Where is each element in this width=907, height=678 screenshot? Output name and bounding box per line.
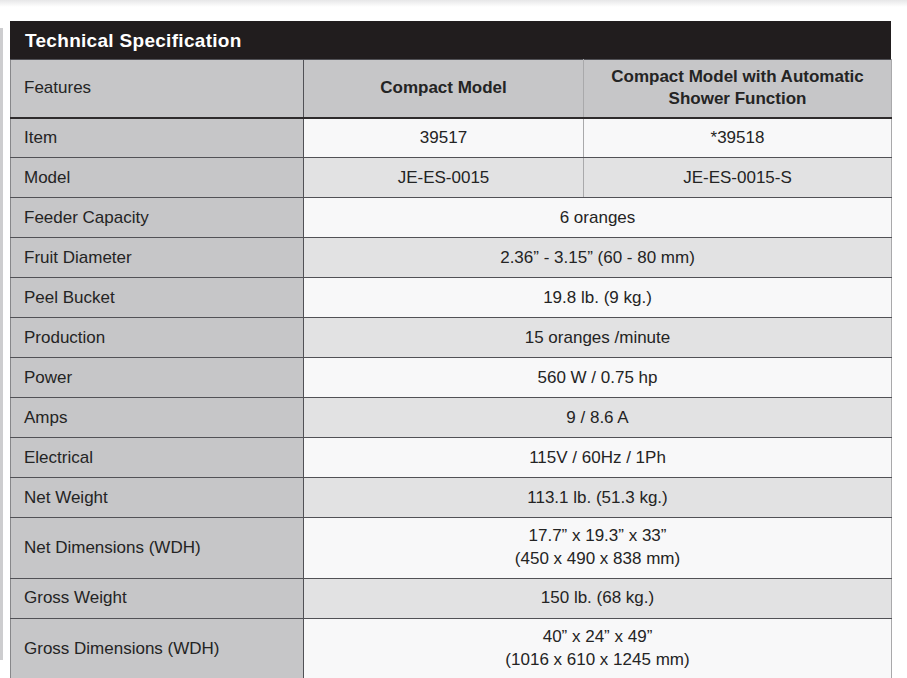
table-row-amps: Amps 9 / 8.6 A bbox=[11, 398, 892, 438]
row-label: Electrical bbox=[11, 438, 304, 478]
table-row-model: Model JE-ES-0015 JE-ES-0015-S bbox=[11, 158, 892, 198]
row-value-line1: 17.7” x 19.3” x 33” bbox=[312, 525, 883, 548]
row-value: 560 W / 0.75 hp bbox=[304, 358, 892, 398]
row-value-line2: (450 x 490 x 838 mm) bbox=[312, 548, 883, 571]
row-value: 15 oranges /minute bbox=[304, 318, 892, 358]
row-value: 150 lb. (68 kg.) bbox=[304, 578, 892, 618]
row-value-compact: 39517 bbox=[304, 118, 584, 158]
features-column-header: Features bbox=[11, 60, 304, 118]
row-label: Gross Weight bbox=[11, 578, 304, 618]
row-value: 19.8 lb. (9 kg.) bbox=[304, 278, 892, 318]
row-label: Amps bbox=[11, 398, 304, 438]
row-value: 6 oranges bbox=[304, 198, 892, 238]
table-row-net-weight: Net Weight 113.1 lb. (51.3 kg.) bbox=[11, 478, 892, 518]
table-row-net-dimensions: Net Dimensions (WDH) 17.7” x 19.3” x 33”… bbox=[11, 518, 892, 579]
compact-model-column-header: Compact Model bbox=[304, 60, 584, 118]
table-row-power: Power 560 W / 0.75 hp bbox=[11, 358, 892, 398]
table-row-gross-dimensions: Gross Dimensions (WDH) 40” x 24” x 49” (… bbox=[11, 618, 892, 678]
row-value: 17.7” x 19.3” x 33” (450 x 490 x 838 mm) bbox=[304, 518, 892, 579]
row-label: Power bbox=[11, 358, 304, 398]
compact-model-shower-column-header: Compact Model with Automatic Shower Func… bbox=[584, 60, 892, 118]
row-label: Net Dimensions (WDH) bbox=[11, 518, 304, 579]
row-value: 115V / 60Hz / 1Ph bbox=[304, 438, 892, 478]
row-label: Peel Bucket bbox=[11, 278, 304, 318]
row-label: Gross Dimensions (WDH) bbox=[11, 618, 304, 678]
table-row-fruit-diameter: Fruit Diameter 2.36” - 3.15” (60 - 80 mm… bbox=[11, 238, 892, 278]
row-value: 9 / 8.6 A bbox=[304, 398, 892, 438]
row-value-line2: (1016 x 610 x 1245 mm) bbox=[312, 649, 883, 672]
spec-table: Features Compact Model Compact Model wit… bbox=[10, 59, 892, 678]
page-top-edge bbox=[0, 0, 907, 7]
spec-sheet: Technical Specification Features Compact… bbox=[10, 21, 891, 678]
table-row-electrical: Electrical 115V / 60Hz / 1Ph bbox=[11, 438, 892, 478]
row-value-shower: JE-ES-0015-S bbox=[584, 158, 892, 198]
row-label: Production bbox=[11, 318, 304, 358]
row-label: Model bbox=[11, 158, 304, 198]
row-value-compact: JE-ES-0015 bbox=[304, 158, 584, 198]
row-value: 2.36” - 3.15” (60 - 80 mm) bbox=[304, 238, 892, 278]
row-label: Net Weight bbox=[11, 478, 304, 518]
row-value-line1: 40” x 24” x 49” bbox=[312, 626, 883, 649]
row-label: Fruit Diameter bbox=[11, 238, 304, 278]
table-row-item: Item 39517 *39518 bbox=[11, 118, 892, 158]
row-label: Item bbox=[11, 118, 304, 158]
table-row-feeder-capacity: Feeder Capacity 6 oranges bbox=[11, 198, 892, 238]
table-row-production: Production 15 oranges /minute bbox=[11, 318, 892, 358]
table-row-gross-weight: Gross Weight 150 lb. (68 kg.) bbox=[11, 578, 892, 618]
row-value: 113.1 lb. (51.3 kg.) bbox=[304, 478, 892, 518]
table-header-row: Features Compact Model Compact Model wit… bbox=[11, 60, 892, 118]
row-value: 40” x 24” x 49” (1016 x 610 x 1245 mm) bbox=[304, 618, 892, 678]
table-row-peel-bucket: Peel Bucket 19.8 lb. (9 kg.) bbox=[11, 278, 892, 318]
row-label: Feeder Capacity bbox=[11, 198, 304, 238]
page-left-edge bbox=[0, 28, 3, 660]
row-value-shower: *39518 bbox=[584, 118, 892, 158]
section-title: Technical Specification bbox=[10, 21, 891, 59]
